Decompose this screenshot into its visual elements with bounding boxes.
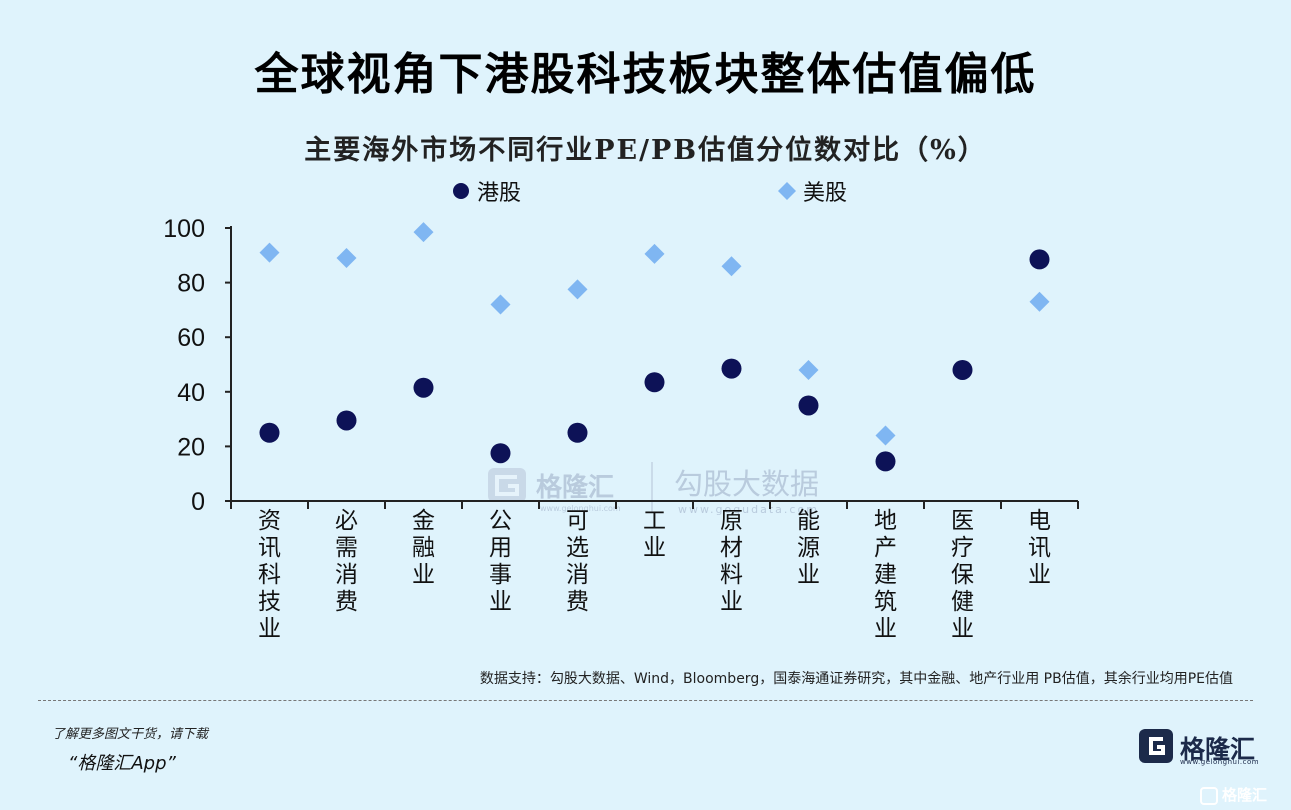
x-tick-label: 金融业 [412, 508, 435, 588]
source-note: 数据支持：勾股大数据、Wind，Bloomberg，国泰海通证券研究，其中金融、… [479, 671, 1233, 687]
y-tick-label: 20 [177, 433, 205, 461]
promo-app-name: “格隆汇App” [68, 753, 176, 774]
x-tick-label: 医疗保健业 [951, 508, 974, 642]
data-point-us [490, 294, 511, 315]
data-point-hk [413, 377, 434, 398]
data-point-hk [336, 410, 357, 431]
x-tick-label: 工业 [643, 508, 666, 561]
x-tick-label: 公用事业 [489, 508, 512, 615]
page-title: 全球视角下港股科技板块整体估值偏低 [254, 49, 1037, 100]
watermark-right-name: 勾股大数据 [674, 467, 819, 501]
legend-marker-hk [453, 183, 469, 199]
data-point-hk [644, 372, 665, 393]
watermark-logo-icon [488, 468, 526, 502]
bottom-watermark-text: 格隆汇 [1222, 786, 1268, 804]
data-point-hk [875, 451, 896, 472]
data-point-hk [1029, 249, 1050, 270]
divider [38, 700, 1253, 701]
legend-label: 美股 [803, 181, 847, 206]
data-point-us [644, 243, 665, 264]
logo-g-icon [1139, 729, 1173, 763]
logo-box-icon [1200, 786, 1218, 805]
brand-name: 格隆汇 [1180, 735, 1256, 764]
legend: 港股 美股 [453, 181, 847, 206]
chart-title: 主要海外市场不同行业PE/PB估值分位数对比（%） [304, 135, 987, 166]
data-point-hk [721, 358, 742, 379]
y-tick-label: 80 [177, 270, 205, 298]
x-tick-label: 地产建筑业 [874, 508, 897, 642]
watermark-logo-stroke [495, 475, 519, 496]
brand-url: www.gelonghui.com [1180, 758, 1260, 766]
x-tick-label: 原材料业 [720, 508, 743, 615]
y-tick-label: 100 [163, 215, 205, 243]
x-tick-label: 资讯科技业 [258, 508, 281, 642]
data-point-us [721, 256, 742, 277]
y-tick-label: 40 [177, 379, 205, 407]
data-point-hk [490, 443, 511, 464]
data-point-us [336, 248, 357, 269]
x-tick-label: 必需消费 [335, 508, 358, 615]
legend-label: 港股 [477, 181, 521, 206]
data-marks [259, 222, 1050, 472]
data-point-us [875, 425, 896, 446]
watermark-left-name: 格隆汇 [536, 472, 614, 503]
data-point-us [259, 242, 280, 263]
data-point-us [1029, 291, 1050, 312]
y-tick-label: 0 [191, 488, 205, 516]
brand-logo: 格隆汇 www.gelonghui.com [1138, 728, 1260, 768]
promo-text: 了解更多图文干货，请下载 [52, 727, 209, 742]
axes: 0 20 40 60 80 100 资讯科技业 必需消费 金融业 公用事业 可选消费 工业 原材料业 能源… [163, 215, 1079, 642]
data-point-us [798, 359, 819, 380]
data-point-hk [952, 359, 973, 380]
y-tick-label: 60 [177, 324, 205, 352]
data-point-us [413, 222, 434, 243]
data-point-hk [567, 422, 588, 443]
legend-marker-us [778, 182, 796, 200]
x-tick-label: 电讯业 [1028, 508, 1051, 588]
data-point-hk [798, 395, 819, 416]
data-point-us [567, 279, 588, 300]
x-tick-label: 可选消费 [566, 508, 589, 615]
data-point-hk [259, 422, 280, 443]
x-tick-label: 能源业 [797, 508, 820, 588]
watermark-left-url: www.gelonghui.com [540, 504, 621, 513]
bottom-watermark: 格隆汇 [1200, 784, 1267, 805]
watermark-right-url: www.gogudata.com [678, 503, 819, 516]
